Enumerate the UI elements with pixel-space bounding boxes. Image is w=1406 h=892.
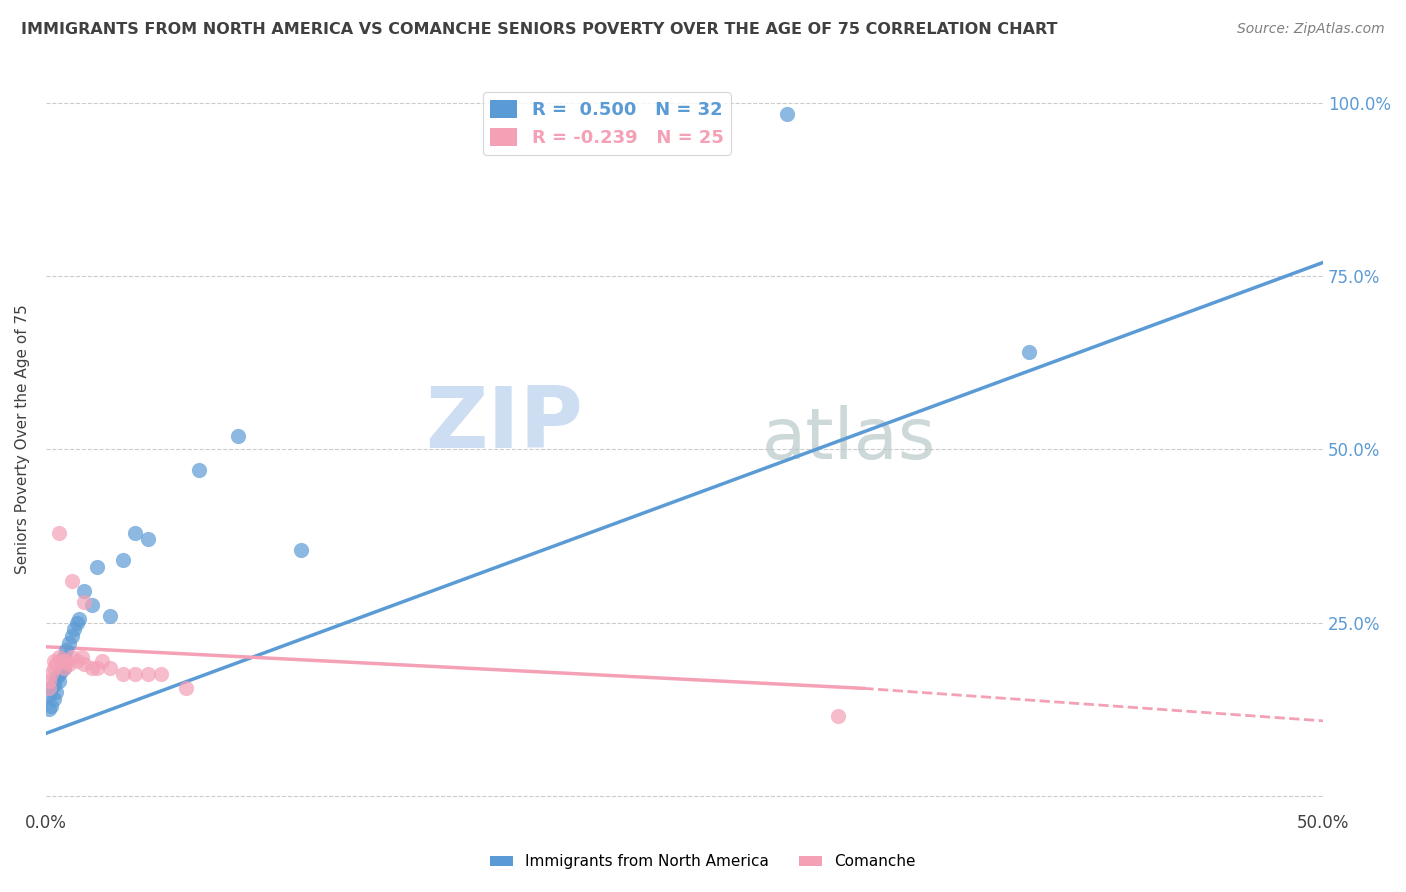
Point bbox=[149, 667, 172, 681]
Point bbox=[45, 671, 67, 685]
Text: atlas: atlas bbox=[761, 405, 935, 474]
Point bbox=[42, 678, 65, 692]
Point bbox=[1018, 345, 1040, 359]
Point bbox=[38, 688, 60, 702]
Point bbox=[38, 681, 60, 696]
Point bbox=[124, 667, 146, 681]
Y-axis label: Seniors Poverty Over the Age of 75: Seniors Poverty Over the Age of 75 bbox=[15, 304, 30, 574]
Point bbox=[39, 681, 62, 696]
Text: Source: ZipAtlas.com: Source: ZipAtlas.com bbox=[1237, 22, 1385, 37]
Point bbox=[827, 709, 849, 723]
Point bbox=[98, 608, 121, 623]
Point bbox=[80, 660, 103, 674]
Point bbox=[136, 667, 159, 681]
Point bbox=[73, 657, 96, 672]
Point bbox=[86, 560, 108, 574]
Point bbox=[38, 702, 60, 716]
Point bbox=[48, 674, 70, 689]
Point bbox=[45, 657, 67, 672]
Point bbox=[91, 654, 114, 668]
Point bbox=[42, 691, 65, 706]
Point bbox=[52, 660, 75, 674]
Point bbox=[65, 654, 87, 668]
Point bbox=[42, 654, 65, 668]
Point bbox=[48, 525, 70, 540]
Point bbox=[39, 698, 62, 713]
Point bbox=[52, 660, 75, 674]
Point bbox=[176, 681, 198, 696]
Point bbox=[98, 660, 121, 674]
Point bbox=[42, 660, 65, 674]
Point bbox=[188, 463, 211, 477]
Point bbox=[63, 623, 86, 637]
Point bbox=[60, 629, 83, 643]
Point bbox=[58, 636, 80, 650]
Point bbox=[51, 654, 73, 668]
Point bbox=[70, 650, 93, 665]
Point bbox=[111, 553, 134, 567]
Point bbox=[290, 542, 312, 557]
Point bbox=[86, 660, 108, 674]
Point bbox=[51, 664, 73, 678]
Point bbox=[60, 650, 83, 665]
Point bbox=[67, 612, 90, 626]
Point bbox=[73, 595, 96, 609]
Point bbox=[80, 599, 103, 613]
Point bbox=[45, 685, 67, 699]
Point bbox=[60, 574, 83, 588]
Point bbox=[58, 657, 80, 672]
Point bbox=[124, 525, 146, 540]
Point bbox=[65, 615, 87, 630]
Legend: R =  0.500   N = 32, R = -0.239   N = 25: R = 0.500 N = 32, R = -0.239 N = 25 bbox=[482, 93, 731, 154]
Point bbox=[111, 667, 134, 681]
Legend: Immigrants from North America, Comanche: Immigrants from North America, Comanche bbox=[484, 848, 922, 875]
Point bbox=[39, 667, 62, 681]
Point bbox=[776, 106, 799, 120]
Point bbox=[226, 428, 249, 442]
Point bbox=[48, 667, 70, 681]
Text: ZIP: ZIP bbox=[425, 383, 582, 466]
Point bbox=[51, 654, 73, 668]
Point bbox=[73, 584, 96, 599]
Point bbox=[55, 654, 77, 668]
Point bbox=[55, 643, 77, 657]
Point bbox=[38, 674, 60, 689]
Point bbox=[136, 533, 159, 547]
Text: IMMIGRANTS FROM NORTH AMERICA VS COMANCHE SENIORS POVERTY OVER THE AGE OF 75 COR: IMMIGRANTS FROM NORTH AMERICA VS COMANCH… bbox=[21, 22, 1057, 37]
Point bbox=[48, 650, 70, 665]
Point bbox=[52, 650, 75, 665]
